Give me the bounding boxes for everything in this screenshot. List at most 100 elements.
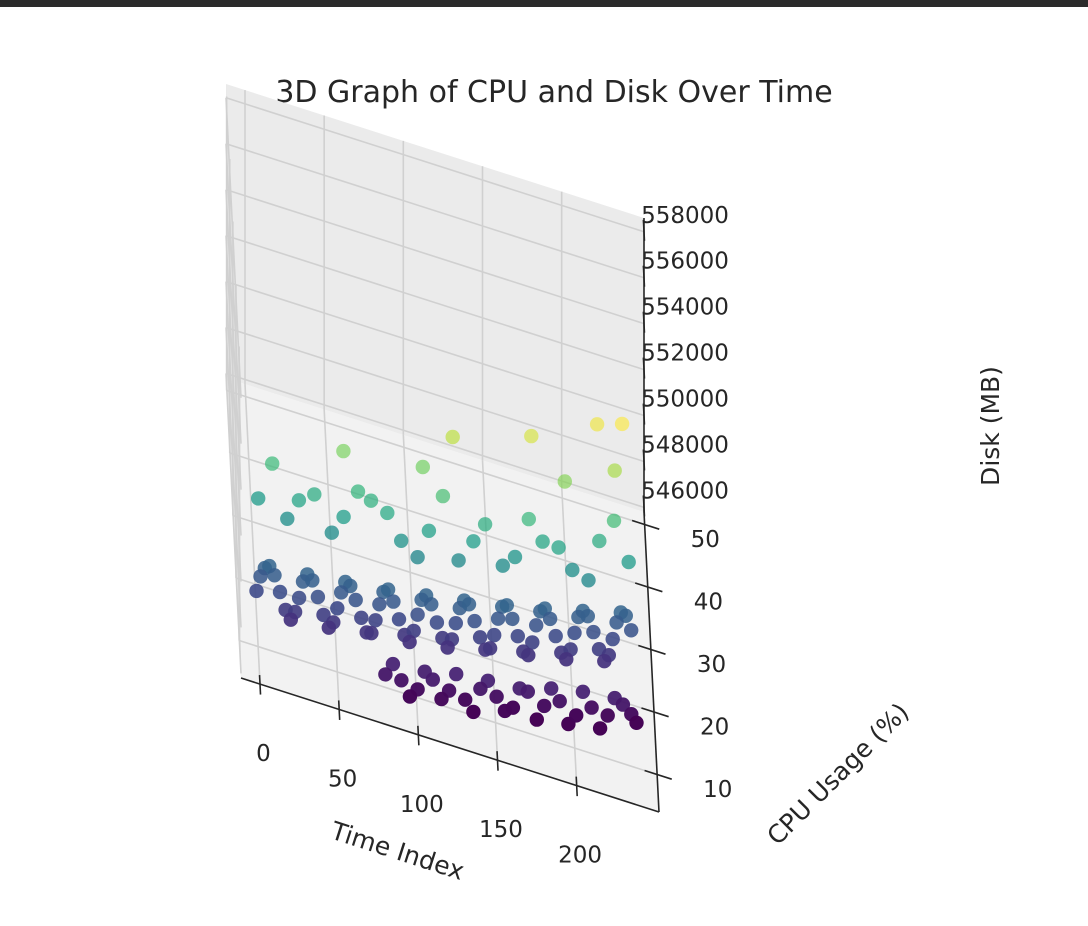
data-point bbox=[445, 429, 460, 445]
z-tick-label: 548000 bbox=[641, 432, 729, 458]
data-point bbox=[597, 654, 612, 669]
gridline bbox=[238, 639, 658, 776]
gridline bbox=[229, 452, 648, 588]
x-tick-label: 150 bbox=[479, 817, 523, 843]
data-point bbox=[467, 613, 482, 629]
data-point bbox=[559, 652, 574, 667]
gridline bbox=[225, 372, 645, 509]
z-tick-label: 556000 bbox=[641, 249, 729, 275]
gridline bbox=[481, 460, 499, 761]
data-point bbox=[316, 607, 331, 623]
z-tick-label: 546000 bbox=[641, 478, 729, 504]
y-tick bbox=[644, 769, 672, 780]
chart-gridlines bbox=[225, 90, 658, 786]
data-point bbox=[291, 590, 307, 606]
data-point bbox=[283, 612, 298, 627]
data-point bbox=[378, 667, 393, 682]
data-point bbox=[537, 698, 552, 714]
data-point bbox=[249, 583, 264, 599]
data-point bbox=[368, 613, 383, 628]
data-point bbox=[586, 624, 601, 640]
data-point bbox=[272, 584, 288, 600]
x-tick bbox=[337, 700, 341, 721]
data-point bbox=[482, 641, 498, 656]
data-point bbox=[310, 589, 326, 605]
data-point bbox=[557, 474, 572, 489]
data-point bbox=[421, 523, 437, 538]
data-point bbox=[535, 534, 550, 549]
data-point bbox=[505, 611, 520, 627]
z-tick bbox=[642, 219, 646, 241]
gridline bbox=[225, 327, 242, 628]
data-point bbox=[615, 697, 631, 712]
z-tick-label: 552000 bbox=[641, 341, 729, 367]
data-point bbox=[490, 611, 506, 626]
data-point bbox=[609, 615, 624, 630]
gridline bbox=[225, 373, 242, 674]
data-point bbox=[402, 634, 417, 650]
data-point bbox=[330, 601, 345, 616]
z-tick bbox=[642, 495, 646, 517]
data-point bbox=[507, 549, 523, 565]
data-point bbox=[267, 568, 282, 583]
data-point bbox=[525, 635, 540, 650]
data-point bbox=[458, 692, 473, 707]
data-point bbox=[592, 721, 608, 736]
data-point bbox=[524, 428, 539, 444]
data-point bbox=[434, 691, 449, 707]
y-tick bbox=[631, 519, 660, 530]
data-point bbox=[307, 487, 322, 502]
data-point bbox=[575, 684, 591, 699]
data-point bbox=[542, 611, 558, 627]
data-point bbox=[402, 689, 418, 704]
data-point bbox=[385, 656, 401, 672]
data-point bbox=[521, 511, 536, 527]
data-point bbox=[386, 594, 401, 609]
data-point bbox=[424, 597, 439, 612]
data-point bbox=[363, 493, 379, 508]
data-point bbox=[410, 550, 425, 565]
data-point bbox=[466, 704, 481, 720]
data-point bbox=[569, 708, 584, 723]
data-point bbox=[614, 416, 630, 432]
data-point bbox=[472, 630, 488, 645]
gridline bbox=[225, 143, 242, 444]
z-tick bbox=[642, 311, 646, 333]
data-point bbox=[592, 533, 607, 549]
data-point bbox=[448, 616, 463, 631]
data-point bbox=[499, 598, 514, 613]
data-point bbox=[629, 715, 644, 730]
window-top-bar bbox=[0, 0, 1088, 7]
gridline bbox=[226, 389, 645, 526]
data-point bbox=[605, 631, 620, 647]
x-tick-label: 200 bbox=[558, 843, 602, 869]
data-point bbox=[336, 509, 351, 525]
data-point bbox=[394, 533, 409, 548]
data-point bbox=[265, 456, 280, 471]
data-point bbox=[487, 627, 502, 643]
gridline bbox=[225, 234, 645, 371]
data-point bbox=[406, 623, 421, 639]
z-tick bbox=[642, 357, 646, 379]
x-tick-label: 100 bbox=[400, 792, 444, 818]
gridline bbox=[225, 97, 242, 398]
data-point bbox=[253, 569, 268, 584]
data-point bbox=[410, 607, 425, 622]
gridline bbox=[244, 384, 261, 685]
data-point bbox=[477, 517, 493, 532]
data-point bbox=[565, 562, 580, 578]
data-point bbox=[473, 681, 488, 696]
data-point bbox=[415, 459, 430, 475]
gridline bbox=[323, 409, 340, 710]
data-point bbox=[552, 694, 567, 709]
data-point bbox=[581, 573, 596, 588]
data-point bbox=[489, 689, 504, 704]
gridline bbox=[225, 142, 645, 279]
data-point bbox=[391, 612, 407, 627]
gridline bbox=[225, 280, 645, 417]
x-axis-label: Time Index bbox=[327, 816, 468, 886]
gridline bbox=[225, 189, 242, 490]
data-point bbox=[589, 417, 605, 432]
y-tick-label: 50 bbox=[691, 527, 720, 553]
data-point bbox=[440, 640, 455, 655]
